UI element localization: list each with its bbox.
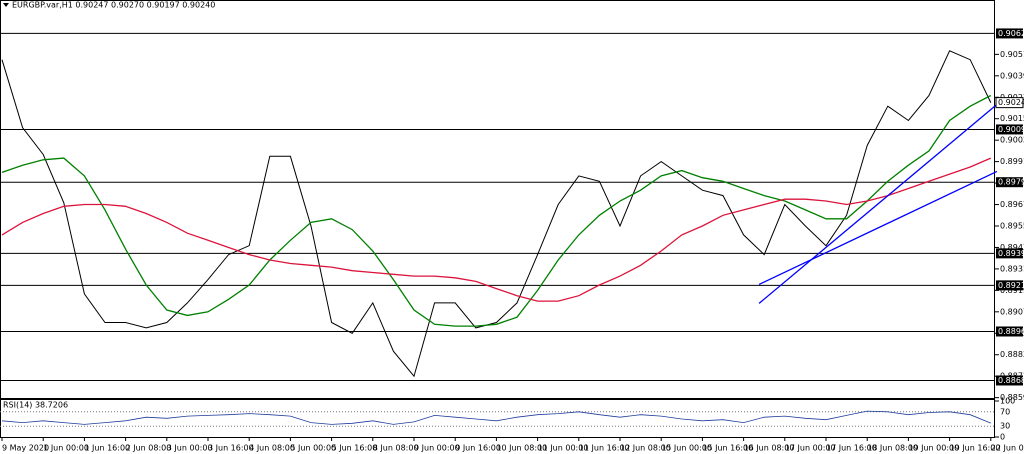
price-panel-frame — [0, 0, 995, 399]
x-tick-label: 2 Jun 08:00 — [126, 444, 172, 453]
y-tick-label: 0.89310 — [1000, 264, 1024, 273]
last-price-label: 0.90240 — [998, 98, 1024, 107]
y-tick-label: 70 — [1000, 407, 1010, 416]
y-tick-label: 0.90150 — [1000, 114, 1024, 123]
x-tick-label: 10 Jun 08:00 — [496, 444, 547, 453]
moving-average — [1, 94, 992, 327]
y-tick-label: 100 — [1000, 397, 1015, 406]
x-tick-label: 18 Jun 08:00 — [867, 444, 918, 453]
moving-average — [1, 157, 992, 302]
x-tick-label: 15 Jun 00:00 — [661, 444, 712, 453]
y-tick-label: 30 — [1000, 422, 1010, 431]
y-tick-label: 0.90390 — [1000, 71, 1024, 80]
y-tick-label: 0.89430 — [1000, 243, 1024, 252]
x-tick-label: 8 Jun 08:00 — [373, 444, 419, 453]
level-label-box — [996, 248, 1023, 259]
level-label: 0.89795 — [998, 178, 1024, 187]
trendline — [758, 170, 998, 286]
y-tick-label: 0.89190 — [1000, 286, 1024, 295]
level-label: 0.90627 — [998, 29, 1024, 38]
level-label-box — [996, 28, 1023, 39]
x-tick-label: 9 May 2020 — [2, 444, 49, 453]
x-tick-label: 16 Jun 08:00 — [744, 444, 795, 453]
x-tick-label: 15 Jun 16:00 — [702, 444, 753, 453]
x-tick-label: 5 Jun 16:00 — [332, 444, 378, 453]
x-tick-label: 5 Jun 00:00 — [290, 444, 336, 453]
x-tick-label: 19 Jun 00:00 — [908, 444, 959, 453]
menu-triangle — [3, 3, 9, 7]
level-label-box — [996, 326, 1023, 337]
level-label-box — [996, 280, 1023, 291]
x-tick-label: 1 Jun 16:00 — [84, 444, 130, 453]
y-tick-label: 0.89910 — [1000, 157, 1024, 166]
chart-title: EURGBP.var,H1 0.90247 0.90270 0.90197 0.… — [12, 1, 215, 10]
rsi-title: RSI(14) 38.7206 — [3, 401, 68, 410]
price-line — [1, 50, 992, 378]
last-price-box — [995, 97, 1024, 109]
level-label-box — [996, 124, 1023, 135]
level-label-box — [996, 177, 1023, 188]
x-tick-label: 4 Jun 08:00 — [249, 444, 295, 453]
x-tick-label: 3 Jun 16:00 — [208, 444, 254, 453]
rsi-panel-frame — [0, 399, 995, 438]
y-tick-label: 0.90030 — [1000, 136, 1024, 145]
rsi-line — [1, 410, 991, 425]
y-tick-label: 0.89070 — [1000, 307, 1024, 316]
x-tick-label: 3 Jun 00:00 — [167, 444, 213, 453]
trendline — [758, 103, 998, 304]
y-tick-label: 0 — [1000, 433, 1005, 442]
y-tick-label: 0.88830 — [1000, 350, 1024, 359]
level-label: 0.88686 — [998, 376, 1024, 385]
x-tick-label: 19 Jun 16:00 — [950, 444, 1001, 453]
x-tick-label: 11 Jun 00:00 — [538, 444, 589, 453]
level-label: 0.89397 — [998, 249, 1024, 258]
y-tick-label: 0.89550 — [1000, 221, 1024, 230]
x-tick-label: 12 Jun 08:00 — [620, 444, 671, 453]
x-tick-label: 11 Jun 16:00 — [579, 444, 630, 453]
x-tick-label: 17 Jun 16:00 — [826, 444, 877, 453]
x-tick-label: 9 Jun 00:00 — [414, 444, 460, 453]
x-tick-label: 22 Jun 08:00 — [991, 444, 1024, 453]
level-label: 0.89218 — [998, 281, 1024, 290]
y-tick-label: 0.90510 — [1000, 50, 1024, 59]
y-tick-label: 0.88590 — [1000, 393, 1024, 402]
x-tick-label: 1 Jun 00:00 — [43, 444, 89, 453]
x-tick-label: 9 Jun 16:00 — [455, 444, 501, 453]
y-tick-label: 0.89670 — [1000, 200, 1024, 209]
x-tick-label: 17 Jun 00:00 — [785, 444, 836, 453]
level-label-box — [996, 375, 1023, 386]
